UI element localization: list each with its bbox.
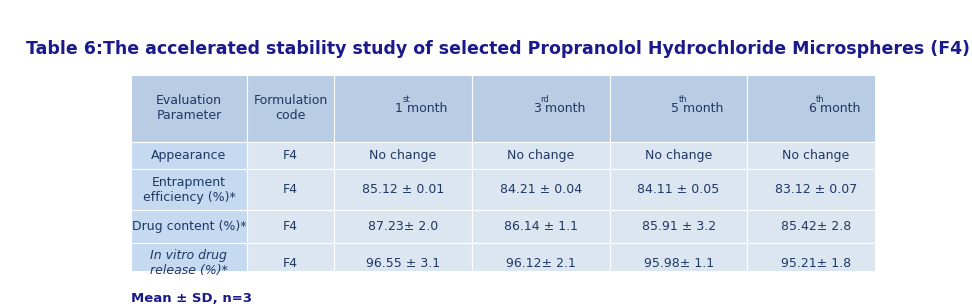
Bar — [609, 142, 747, 169]
Text: 96.55 ± 3.1: 96.55 ± 3.1 — [365, 257, 440, 270]
Bar — [334, 142, 471, 169]
Bar — [130, 243, 247, 284]
Text: 1: 1 — [395, 102, 402, 115]
Bar — [471, 169, 609, 210]
Text: F4: F4 — [283, 257, 298, 270]
Text: In vitro drug
release (%)*: In vitro drug release (%)* — [150, 249, 227, 277]
Text: No change: No change — [645, 149, 712, 162]
Text: Formulation
code: Formulation code — [254, 95, 328, 123]
Text: 84.21 ± 0.04: 84.21 ± 0.04 — [500, 183, 582, 196]
Bar — [247, 75, 334, 142]
Bar — [471, 142, 609, 169]
Text: 85.42± 2.8: 85.42± 2.8 — [781, 220, 850, 233]
Bar — [747, 142, 884, 169]
Bar — [130, 169, 247, 210]
Text: th: th — [816, 95, 824, 104]
Text: 85.12 ± 0.01: 85.12 ± 0.01 — [362, 183, 444, 196]
Bar — [334, 243, 471, 284]
Text: Appearance: Appearance — [152, 149, 226, 162]
Bar — [247, 210, 334, 243]
Bar — [471, 75, 609, 142]
Bar — [609, 169, 747, 210]
Bar — [747, 243, 884, 284]
Text: 95.98± 1.1: 95.98± 1.1 — [643, 257, 713, 270]
Text: No change: No change — [369, 149, 436, 162]
Bar — [334, 210, 471, 243]
Text: Entrapment
efficiency (%)*: Entrapment efficiency (%)* — [143, 176, 235, 204]
Text: 83.12 ± 0.07: 83.12 ± 0.07 — [775, 183, 856, 196]
Text: 85.91 ± 3.2: 85.91 ± 3.2 — [642, 220, 715, 233]
Bar — [334, 75, 471, 142]
Text: 86.14 ± 1.1: 86.14 ± 1.1 — [503, 220, 577, 233]
Bar — [130, 142, 247, 169]
Bar — [609, 243, 747, 284]
Bar — [247, 142, 334, 169]
Text: 6: 6 — [808, 102, 816, 115]
Bar — [334, 169, 471, 210]
Text: F4: F4 — [283, 183, 298, 196]
Text: 84.11 ± 0.05: 84.11 ± 0.05 — [638, 183, 719, 196]
Text: F4: F4 — [283, 220, 298, 233]
Text: 87.23± 2.0: 87.23± 2.0 — [367, 220, 438, 233]
Text: 5: 5 — [671, 102, 678, 115]
Text: Evaluation
Parameter: Evaluation Parameter — [156, 95, 222, 123]
Text: F4: F4 — [283, 149, 298, 162]
Text: Mean ± SD, n=3: Mean ± SD, n=3 — [130, 292, 252, 304]
Text: th: th — [678, 95, 687, 104]
Text: month: month — [816, 102, 860, 115]
Text: Table 6:The accelerated stability study of selected Propranolol Hydrochloride Mi: Table 6:The accelerated stability study … — [26, 40, 970, 58]
Text: month: month — [540, 102, 585, 115]
Text: month: month — [402, 102, 447, 115]
Bar — [471, 243, 609, 284]
Bar — [247, 169, 334, 210]
Bar — [247, 243, 334, 284]
Bar — [609, 210, 747, 243]
Bar — [130, 210, 247, 243]
Bar — [471, 210, 609, 243]
Text: No change: No change — [507, 149, 574, 162]
Text: 3: 3 — [533, 102, 540, 115]
Text: No change: No change — [782, 149, 850, 162]
Bar — [747, 75, 884, 142]
Text: st: st — [402, 95, 410, 104]
Bar — [609, 75, 747, 142]
Bar — [747, 169, 884, 210]
Text: month: month — [678, 102, 723, 115]
Text: Drug content (%)*: Drug content (%)* — [131, 220, 246, 233]
Bar — [747, 210, 884, 243]
Text: 96.12± 2.1: 96.12± 2.1 — [505, 257, 575, 270]
Text: rd: rd — [540, 95, 549, 104]
Text: 95.21± 1.8: 95.21± 1.8 — [781, 257, 850, 270]
Bar — [130, 75, 247, 142]
